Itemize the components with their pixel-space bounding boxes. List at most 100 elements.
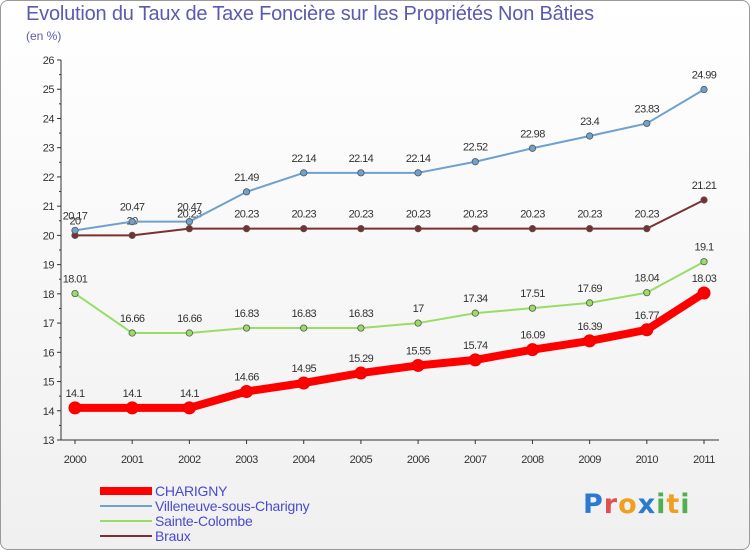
data-label: 20.23 [463, 209, 488, 221]
data-point [182, 401, 196, 415]
legend-item-braux: Braux [100, 528, 360, 544]
series-braux: 202020.2320.2320.2320.2320.2320.2320.232… [69, 180, 717, 239]
data-label: 15.29 [349, 353, 374, 365]
data-point [528, 144, 537, 152]
data-point [700, 85, 708, 94]
data-label: 14.95 [291, 363, 316, 375]
data-point [128, 329, 136, 337]
logo-letter: o [618, 489, 638, 520]
data-label: 17 [413, 303, 425, 315]
data-label: 22.14 [406, 153, 431, 165]
data-label: 16.66 [120, 313, 145, 325]
legend-item-charigny: CHARIGNY [100, 483, 360, 499]
legend-label: Braux [155, 528, 191, 544]
data-point [185, 225, 193, 233]
legend-swatch [100, 487, 152, 495]
data-label: 14.1 [65, 388, 84, 400]
data-label: 18.04 [635, 273, 660, 285]
legend-label: CHARIGNY [155, 483, 228, 499]
series-line [74, 199, 705, 237]
data-point [643, 289, 651, 297]
data-point [528, 225, 537, 233]
x-tick-label: 2007 [464, 454, 487, 466]
data-label: 21.49 [234, 172, 259, 184]
y-tick-label: 20 [43, 230, 55, 242]
series-sainte-colombe: 18.01 16.66 16.66 16.83 16.83 16.83 17 17.34 17.… [63, 242, 715, 337]
data-point [128, 231, 136, 239]
y-tick-label: 25 [43, 84, 55, 96]
data-point [185, 218, 193, 226]
x-tick-label: 2004 [292, 454, 315, 466]
data-point [357, 324, 365, 332]
y-tick-label: 17 [43, 318, 55, 330]
data-point [700, 258, 708, 266]
y-tick-label: 16 [43, 347, 55, 359]
data-label: 20.23 [406, 209, 431, 221]
data-point [300, 225, 308, 233]
data-point [528, 304, 537, 312]
data-point [242, 324, 251, 332]
chart-subtitle: (en %) [26, 29, 62, 43]
data-point [414, 225, 422, 233]
data-label: 15.55 [406, 345, 431, 357]
series-line [71, 288, 708, 412]
data-label: 18.01 [63, 274, 88, 286]
data-point [700, 196, 708, 204]
data-point [471, 158, 479, 166]
data-point [71, 226, 79, 235]
data-label: 20.23 [349, 209, 374, 221]
data-point [586, 132, 594, 140]
data-label: 15.74 [463, 340, 488, 352]
data-label: 22.52 [463, 142, 488, 154]
data-label: 16.83 [291, 308, 316, 320]
legend-swatch [100, 535, 152, 537]
x-tick-label: 2009 [578, 454, 601, 466]
data-point [471, 309, 479, 317]
legend-label: Villeneuve-sous-Charigny [155, 498, 310, 514]
data-point [468, 353, 482, 367]
x-tick-label: 2010 [636, 454, 659, 466]
data-label: 20.47 [120, 202, 145, 214]
data-point [643, 225, 651, 233]
x-tick-label: 2011 [693, 454, 715, 466]
data-point [525, 343, 539, 357]
data-point [300, 324, 308, 332]
data-point [586, 225, 594, 233]
x-tick-label: 2008 [521, 454, 544, 466]
data-label: 20.23 [577, 209, 602, 221]
data-point [125, 401, 139, 415]
data-label: 22.14 [291, 153, 316, 165]
data-label: 14.1 [123, 388, 142, 400]
x-tick-label: 2006 [407, 454, 430, 466]
legend-item-sainte-colombe: Sainte-Colombe [100, 513, 360, 529]
data-label: 16.77 [635, 310, 660, 322]
data-point [297, 376, 311, 390]
series-charigny: 14.1 14.1 14.1 14.66 14.95 15.29 15.55 15.74 16.… [65, 273, 717, 415]
legend: CHARIGNY Villeneuve-sous-Charigny Sainte… [100, 483, 360, 544]
data-label: 20 [69, 215, 81, 227]
series-villeneuve-sous-charigny: 20.17 20.47 20.47 21.49 22.14 22.14 22.14 22.52… [63, 70, 717, 235]
data-point [640, 323, 654, 337]
data-point [414, 169, 422, 177]
data-label: 16.83 [234, 308, 259, 320]
data-label: 16.66 [177, 313, 202, 325]
data-point [354, 366, 368, 380]
chart-title: Evolution du Taux de Taxe Foncière sur l… [26, 3, 594, 25]
data-label: 20.23 [291, 209, 316, 221]
legend-label: Sainte-Colombe [155, 513, 253, 529]
data-point [128, 218, 136, 226]
data-point [300, 169, 308, 177]
logo-letter: r [603, 489, 619, 520]
data-label: 23.4 [580, 116, 599, 128]
data-point [71, 289, 79, 298]
data-label: 24.99 [692, 70, 717, 82]
data-label: 18.03 [692, 273, 717, 285]
x-tick-label: 2003 [235, 454, 258, 466]
data-point [242, 188, 251, 196]
y-tick-label: 24 [43, 113, 55, 125]
y-tick-label: 23 [43, 143, 55, 155]
data-label: 22.98 [520, 128, 545, 140]
x-tick-label: 2000 [64, 454, 87, 466]
y-tick-label: 18 [43, 289, 55, 301]
